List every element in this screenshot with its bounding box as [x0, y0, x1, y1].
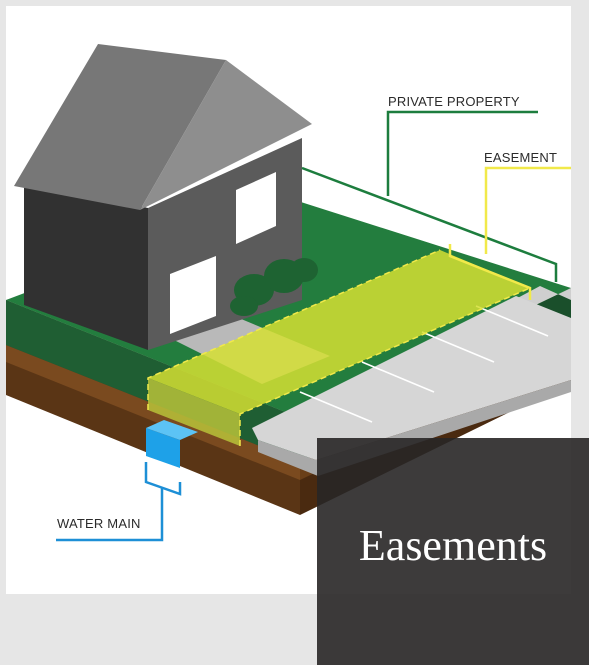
- title-panel: Easements: [317, 438, 589, 665]
- easement-bracket: [448, 244, 532, 300]
- easement-label: EASEMENT: [484, 150, 557, 165]
- private-property-callout-line: [386, 110, 538, 196]
- panel-title: Easements: [358, 521, 548, 570]
- water-main-label: WATER MAIN: [57, 516, 141, 531]
- house-roof-side: [140, 60, 312, 210]
- easement-strip: [148, 250, 530, 414]
- house-front-wall: [24, 180, 148, 350]
- easement-boundary-left: [147, 249, 441, 410]
- sidewalk-slab: [252, 296, 571, 460]
- easement-boundary-right: [239, 287, 531, 446]
- water-main-callout-line: [56, 488, 164, 542]
- easement-strip-side: [148, 378, 240, 446]
- sidewalk-joints: [299, 305, 549, 423]
- easement-callout-line: [484, 166, 571, 254]
- water-pipe-end: [146, 428, 180, 468]
- private-property-bracket: [301, 166, 558, 282]
- soil-stripe-left: [6, 345, 300, 480]
- water-pipe-top: [146, 420, 198, 440]
- house-roof-front: [14, 44, 226, 210]
- private-property-label: PRIVATE PROPERTY: [388, 94, 520, 109]
- house-window: [236, 172, 276, 244]
- house-door: [170, 256, 216, 334]
- shrub: [230, 258, 318, 316]
